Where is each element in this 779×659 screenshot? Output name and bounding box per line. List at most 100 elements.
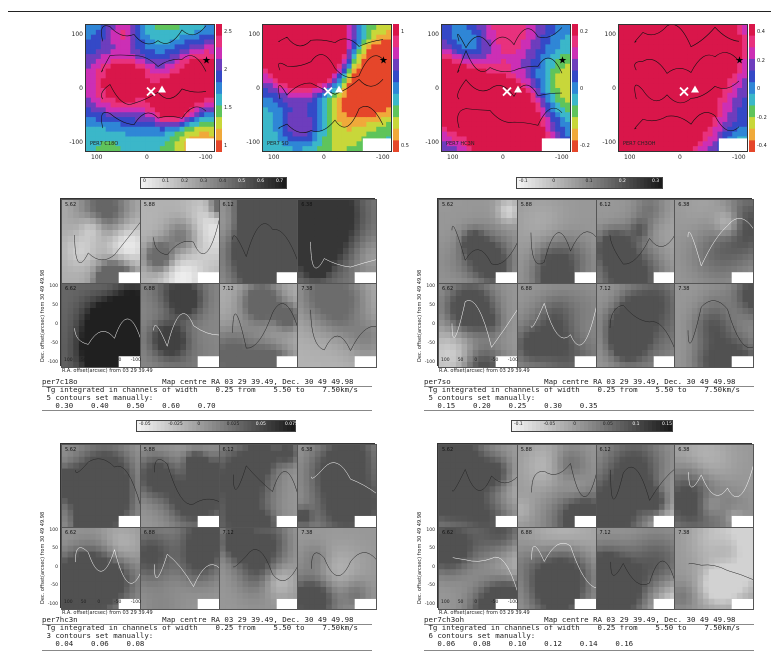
y-axis-label: Dec. offset(arcsec) from 30 49 49.98	[417, 269, 423, 362]
y-tick-label: 100	[248, 31, 260, 38]
y-axis-label: Dec. offset(arcsec) from 30 49 49.98	[40, 269, 46, 362]
channel-caption: per7hc3n Map centre RA 03 29 39.49, Dec.…	[42, 616, 358, 648]
channel-velocity-label: 5.62	[442, 202, 454, 208]
x-tick-label: -100	[507, 358, 518, 363]
channel-panel-image	[62, 445, 140, 527]
channel-panel-image	[298, 527, 377, 610]
caption-line: Tg integrated in channels of width 0.25 …	[42, 623, 358, 632]
x-tick-label: 100	[441, 600, 450, 605]
x-tick-label: 50	[457, 600, 464, 605]
channel-panel-image	[62, 527, 140, 610]
x-tick-label: -100	[199, 154, 213, 161]
channel-panel-image	[517, 527, 596, 610]
x-axis-label: R.A. offset(arcsec) from 03 29 39.49	[439, 368, 530, 374]
svg-text:★: ★	[202, 55, 211, 66]
colorbar-tick-label: 0.2	[181, 179, 189, 184]
channel-panel: 5.62	[438, 444, 518, 528]
channel-panel: 6.62	[61, 526, 141, 610]
x-tick-label: -100	[507, 600, 518, 605]
moment-map-label: PER7 SO	[267, 141, 289, 147]
x-tick-label: -50	[491, 358, 499, 363]
y-tick-label: 0	[435, 85, 439, 92]
y-tick-label: 0	[55, 322, 58, 327]
channel-velocity-label: 6.12	[222, 447, 234, 453]
x-tick-label: 0	[678, 154, 682, 161]
channel-panel-image	[517, 445, 596, 527]
svg-text:★: ★	[379, 55, 388, 66]
caption-line: Tg integrated in channels of width 0.25 …	[42, 385, 358, 394]
y-tick-label: 100	[426, 527, 435, 533]
caption-line: 5 contours set manually:	[42, 393, 154, 402]
channel-panel-image	[517, 200, 596, 283]
channel-panel: 5.62	[438, 199, 518, 284]
x-axis-label: R.A. offset(arcsec) from 03 29 39.49	[62, 368, 153, 374]
caption-rule	[42, 624, 372, 625]
channel-caption: per7so Map centre RA 03 29 39.49, Dec. 3…	[424, 378, 740, 410]
y-tick-label: 50	[429, 303, 435, 308]
colorbar-tick-label: 2	[224, 67, 228, 73]
channel-velocity-label: 7.38	[301, 529, 313, 536]
colorbar-tick-label: 1.5	[224, 105, 232, 111]
channel-velocity-label: 6.12	[599, 447, 611, 453]
y-tick-label: 0	[432, 564, 435, 570]
x-tick-label: 100	[268, 154, 280, 161]
y-tick-label: -100	[424, 360, 435, 365]
channel-panel-image	[219, 200, 298, 283]
channel-panel: 5.88	[139, 199, 220, 284]
channel-panel: 7.12	[218, 526, 299, 610]
colorbar-tick-label: 0.1	[162, 179, 170, 184]
caption-rule	[424, 624, 754, 625]
x-tick-label: 100	[447, 154, 459, 161]
channel-panel: 7.12	[595, 283, 676, 368]
x-tick-label: 0	[474, 358, 478, 363]
channel-velocity-label: 6.62	[442, 529, 454, 536]
channel-colorbar	[140, 177, 287, 189]
y-tick-label: 100	[604, 31, 616, 38]
caption-line: 0.06 0.08 0.10 0.12 0.14 0.16	[424, 639, 634, 648]
y-tick-label: 100	[426, 284, 435, 289]
x-tick-label: 100	[64, 600, 73, 605]
svg-text:★: ★	[558, 55, 567, 66]
y-tick-label: -100	[425, 139, 439, 146]
moment-map-image: ★	[263, 25, 391, 151]
channel-panel-image	[140, 445, 219, 527]
channel-grid-1: 5.62 5.88 6.12 6.38 6.62 6.88 7.12 7.38	[60, 198, 377, 368]
x-tick-label: 0	[474, 600, 478, 605]
y-tick-label: -100	[602, 139, 616, 146]
colorbar-tick-label: 0.3	[200, 179, 208, 184]
caption-line: Tg integrated in channels of width 0.25 …	[424, 623, 740, 632]
colorbar-tick-label: -0.4	[757, 143, 767, 149]
channel-grid-4: 5.62 5.88 6.12 6.38 6.62 6.88 7.12 7.38	[437, 443, 754, 610]
x-tick-label: -100	[130, 600, 141, 605]
channel-panel: 6.38	[297, 199, 377, 284]
channel-panel-image	[675, 200, 754, 283]
channel-panel: 7.38	[674, 283, 754, 368]
channel-panel-image	[596, 200, 675, 283]
colorbar-tick-label: 0	[580, 86, 584, 92]
channel-panel: 7.38	[674, 526, 754, 610]
channel-panel-image	[219, 527, 298, 610]
channel-panel-image	[517, 284, 596, 367]
y-tick-label: -100	[246, 139, 260, 146]
svg-text:★: ★	[735, 55, 744, 66]
x-tick-label: 0	[97, 358, 101, 363]
colorbar-tick-label: 2.5	[224, 29, 232, 35]
channel-velocity-label: 6.12	[222, 202, 234, 208]
x-tick-label: 100	[91, 154, 103, 161]
channel-panel: 6.62	[438, 283, 518, 368]
caption-line: per7hc3n Map centre RA 03 29 39.49, Dec.…	[42, 615, 354, 624]
moment-map-1: ★	[85, 24, 215, 152]
x-tick-label: 50	[80, 600, 87, 605]
x-tick-label: -100	[555, 154, 569, 161]
channel-panel-image	[675, 445, 754, 527]
x-tick-label: -50	[114, 358, 122, 363]
colorbar-tick-label: 1	[224, 143, 228, 149]
colorbar-tick-label: -0.2	[580, 143, 590, 149]
channel-panel-image	[219, 284, 298, 367]
colorbar-tick-label: 0.05	[255, 422, 266, 427]
x-tick-label: 0	[145, 154, 149, 161]
channel-panel: 6.12	[218, 199, 299, 284]
channel-velocity-label: 6.62	[65, 529, 77, 536]
moment-map-colorbar	[216, 24, 222, 152]
moment-map-colorbar	[572, 24, 578, 152]
